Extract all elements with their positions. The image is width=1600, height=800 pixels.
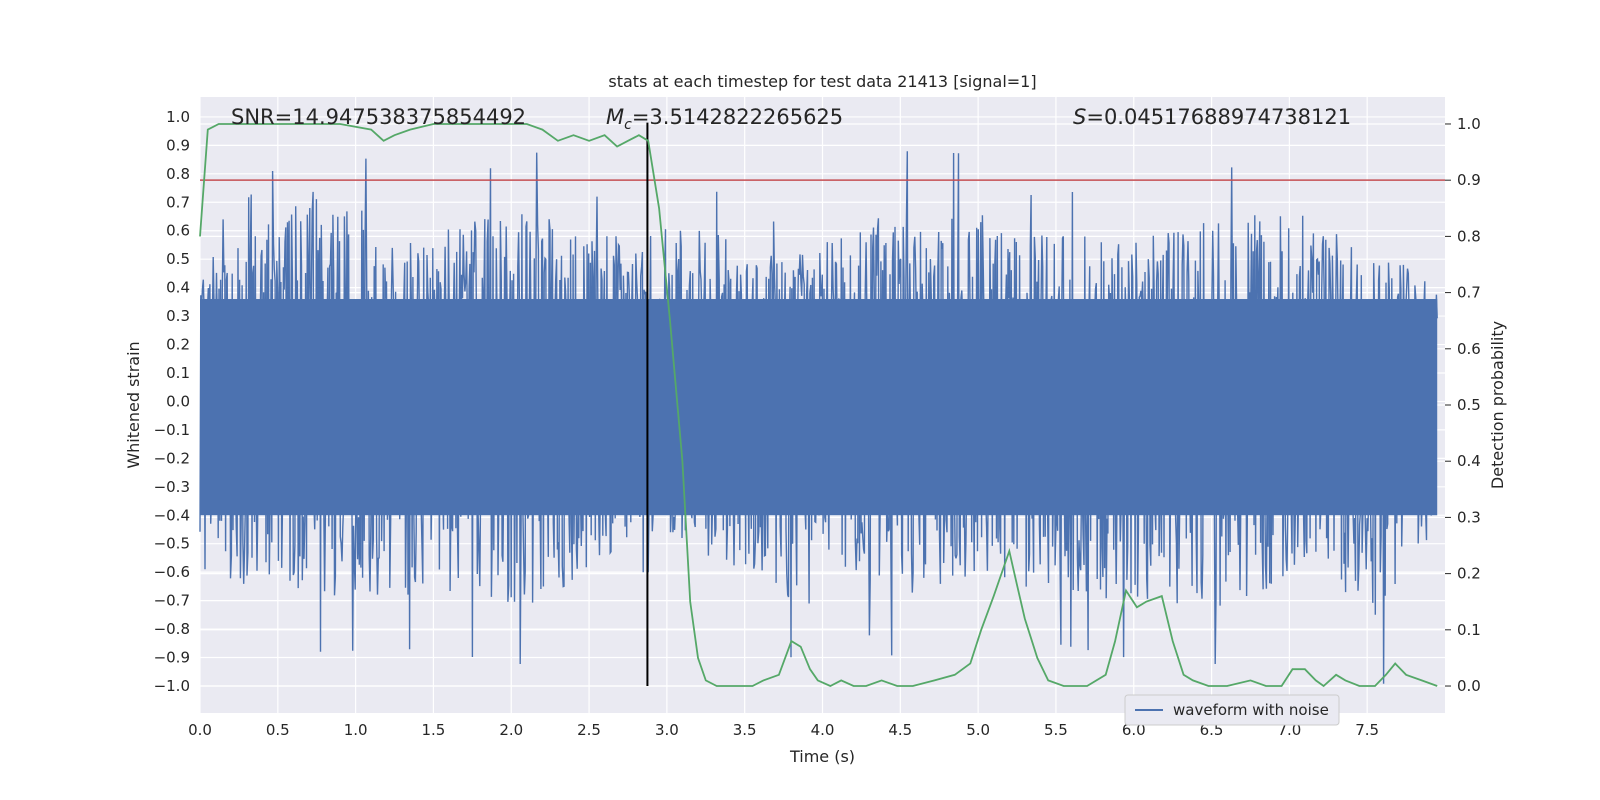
x-axis-label: Time (s) <box>789 747 855 766</box>
overlay-lines <box>199 122 1445 688</box>
y-tick-label: −0.5 <box>154 535 190 553</box>
axes: 0.0 0.5 1.0 1.5 2.0 2.5 3.0 3.5 4.0 4.5 5.0 5.5 6.0 6… <box>154 108 1481 739</box>
y-tick-label: −0.9 <box>154 649 190 667</box>
y-tick-label: 0.1 <box>166 364 190 382</box>
legend-box <box>1124 694 1340 726</box>
y-tick-label: −0.3 <box>154 478 190 496</box>
y-axis-label: Whitened strain <box>124 341 143 468</box>
waveform-series <box>199 151 1438 684</box>
y-tick-label: 0.5 <box>166 250 190 268</box>
y-right-tick-label: 0.5 <box>1457 396 1481 414</box>
legend: waveform with noise <box>1124 694 1340 726</box>
x-tick-label: 4.5 <box>888 721 912 739</box>
y-right-tick-label: 0.4 <box>1457 452 1481 470</box>
s-symbol: S <box>1073 105 1086 129</box>
y-tick-label: −0.6 <box>154 563 190 581</box>
x-tick-label: 4.0 <box>811 721 835 739</box>
y-tick-label: 0.2 <box>166 336 190 354</box>
x-tick-label: 2.0 <box>499 721 523 739</box>
y-tick-label: 1.0 <box>166 108 190 126</box>
detection-probability-line <box>199 123 1438 688</box>
chart-title: stats at each timestep for test data 214… <box>608 72 1036 91</box>
x-tick-label: 7.5 <box>1355 721 1379 739</box>
y-tick-label: 0.6 <box>166 222 190 240</box>
y-right-tick-label: 1.0 <box>1457 115 1481 133</box>
y-tick-label: −0.1 <box>154 421 190 439</box>
y-right-tick-label: 0.0 <box>1457 677 1481 695</box>
x-tick-label: 5.0 <box>966 721 990 739</box>
y-tick-label: −0.8 <box>154 620 190 638</box>
y-tick-label: 0.4 <box>166 279 190 297</box>
y-tick-label: 0.0 <box>166 392 190 410</box>
legend-label-waveform: waveform with noise <box>1173 701 1329 719</box>
y-tick-label: −0.7 <box>154 592 190 610</box>
y-tick-label: −0.4 <box>154 506 190 524</box>
y-right-tick-label: 0.7 <box>1457 284 1481 302</box>
x-tick-label: 3.5 <box>733 721 757 739</box>
s-annotation: S=0.04517688974738121 <box>1073 105 1351 129</box>
y-right-tick-label: 0.8 <box>1457 227 1481 245</box>
y-right-tick-label: 0.2 <box>1457 565 1481 583</box>
y-tick-label: 0.3 <box>166 307 190 325</box>
y-tick-label: −1.0 <box>154 677 190 695</box>
y-right-axis-label: Detection probability <box>1488 321 1507 489</box>
chirp-mass-value: =3.5142822265625 <box>632 105 843 129</box>
y-tick-label: −0.2 <box>154 449 190 467</box>
waveform-core <box>200 299 1438 516</box>
x-tick-label: 3.0 <box>655 721 679 739</box>
x-tick-label: 0.5 <box>266 721 290 739</box>
snr-annotation: SNR=14.947538375854492 <box>231 105 526 129</box>
x-tick-label: 0.0 <box>188 721 212 739</box>
chirp-mass-subscript: c <box>624 117 632 133</box>
y-tick-label: 0.7 <box>166 193 190 211</box>
x-tick-label: 5.5 <box>1044 721 1068 739</box>
chirp-mass-symbol: M <box>606 105 624 129</box>
y-right-tick-label: 0.3 <box>1457 508 1481 526</box>
y-tick-label: 0.8 <box>166 165 190 183</box>
y-right-tick-label: 0.9 <box>1457 171 1481 189</box>
s-value: =0.04517688974738121 <box>1086 105 1351 129</box>
x-tick-label: 1.0 <box>344 721 368 739</box>
x-tick-label: 2.5 <box>577 721 601 739</box>
y-tick-label: 0.9 <box>166 136 190 154</box>
x-tick-label: 1.5 <box>422 721 446 739</box>
chirp-mass-annotation: Mc=3.5142822265625 <box>606 105 843 133</box>
y-right-tick-label: 0.6 <box>1457 340 1481 358</box>
y-right-tick-label: 0.1 <box>1457 621 1481 639</box>
